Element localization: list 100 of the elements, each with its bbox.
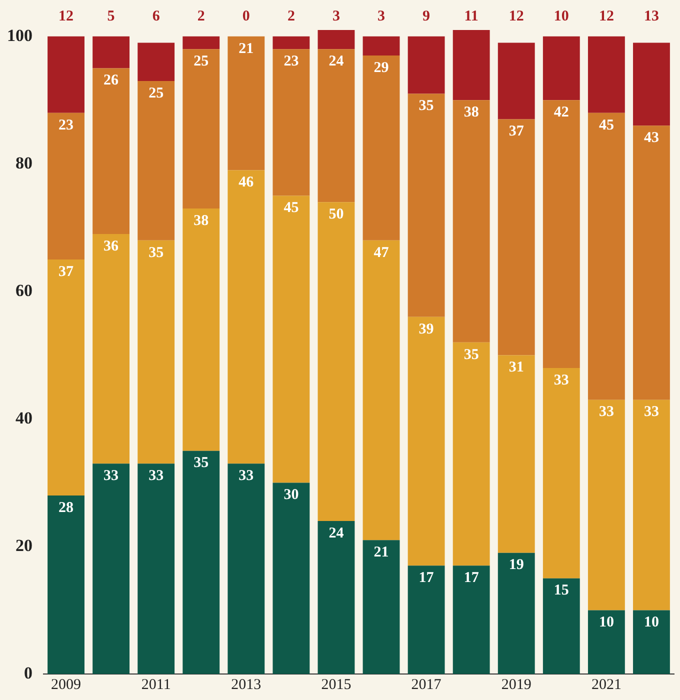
data-label: 29	[374, 60, 389, 76]
data-label: 3	[332, 8, 340, 24]
data-label: 21	[374, 544, 389, 560]
data-label: 12	[58, 8, 74, 24]
bar	[452, 30, 490, 100]
data-label: 3	[378, 8, 386, 24]
data-label: 33	[104, 468, 119, 484]
data-label: 10	[598, 614, 614, 631]
bar	[48, 36, 84, 113]
bar	[272, 36, 310, 50]
bar	[362, 36, 400, 56]
data-label: 45	[598, 117, 614, 134]
bar	[272, 482, 310, 674]
bar	[542, 100, 580, 368]
y-tick-label: 80	[16, 153, 32, 172]
bar	[633, 42, 670, 126]
data-label: 35	[148, 244, 164, 261]
bar	[138, 81, 175, 240]
bar	[452, 566, 490, 674]
bar	[48, 260, 84, 496]
x-tick-label: 2015	[321, 676, 352, 693]
data-label: 37	[508, 124, 524, 140]
data-label: 26	[104, 72, 120, 89]
data-label: 17	[418, 570, 434, 586]
data-label: 33	[554, 372, 569, 388]
bar	[138, 42, 175, 82]
data-label: 35	[418, 98, 434, 114]
bar	[228, 36, 265, 170]
data-label: 10	[644, 614, 659, 631]
data-label: 38	[194, 212, 209, 229]
bar	[182, 450, 220, 674]
data-label: 25	[148, 85, 164, 102]
data-label: 6	[152, 8, 160, 24]
data-label: 33	[644, 404, 659, 420]
y-tick-label: 40	[16, 408, 32, 428]
data-label: 23	[284, 54, 299, 70]
data-label: 17	[464, 570, 480, 586]
data-label: 36	[104, 238, 120, 254]
y-tick-label: 100	[7, 26, 32, 45]
bar	[408, 316, 445, 566]
bar	[498, 355, 535, 553]
bar	[182, 49, 220, 209]
bar	[318, 202, 355, 521]
bar	[138, 464, 175, 674]
bar	[182, 208, 220, 451]
data-label: 12	[508, 8, 524, 24]
bar	[498, 552, 535, 674]
data-label: 28	[58, 500, 74, 516]
data-label: 33	[598, 404, 614, 420]
bar	[92, 234, 130, 464]
data-label: 31	[508, 360, 524, 376]
y-tick-label: 0	[24, 663, 32, 682]
data-label: 45	[284, 200, 299, 216]
data-label: 11	[464, 8, 478, 24]
data-label: 2	[287, 8, 295, 24]
bar	[228, 464, 265, 674]
data-label: 42	[554, 104, 569, 121]
x-tick-label: 2021	[591, 676, 622, 693]
data-label: 21	[238, 40, 254, 57]
x-tick-label: 2011	[141, 676, 171, 693]
bar	[408, 36, 445, 94]
data-label: 12	[598, 8, 614, 24]
data-label: 47	[374, 244, 390, 261]
data-label: 33	[238, 468, 254, 484]
bar	[408, 94, 445, 317]
y-tick-label: 60	[16, 280, 32, 300]
data-label: 39	[418, 321, 434, 338]
data-label: 23	[58, 117, 74, 134]
data-label: 15	[554, 582, 569, 599]
x-tick-label: 2013	[231, 676, 262, 693]
bar	[272, 196, 310, 483]
bar	[228, 170, 265, 464]
data-label: 38	[464, 104, 479, 121]
bar	[362, 240, 400, 540]
bar	[588, 610, 625, 674]
bar	[92, 464, 130, 674]
data-label: 5	[107, 8, 115, 24]
bar	[272, 49, 310, 196]
bar	[542, 578, 580, 674]
data-label: 33	[148, 468, 164, 484]
bar	[452, 100, 490, 342]
data-label: 25	[194, 54, 209, 70]
data-label: 50	[328, 206, 344, 223]
data-label: 35	[194, 455, 209, 472]
data-label: 13	[644, 8, 659, 24]
bar	[588, 400, 625, 610]
bar	[48, 112, 84, 260]
data-label: 46	[238, 174, 254, 191]
y-tick-label: 20	[16, 536, 32, 555]
data-label: 43	[644, 130, 659, 146]
bar	[362, 56, 400, 240]
data-label: 37	[58, 264, 74, 280]
x-tick-label: 2019	[501, 676, 532, 693]
data-label: 9	[422, 8, 430, 24]
bar	[92, 36, 130, 68]
data-label: 30	[284, 487, 299, 504]
bar	[452, 342, 490, 566]
bar	[92, 68, 130, 234]
bar	[588, 112, 625, 400]
bar	[542, 368, 580, 578]
